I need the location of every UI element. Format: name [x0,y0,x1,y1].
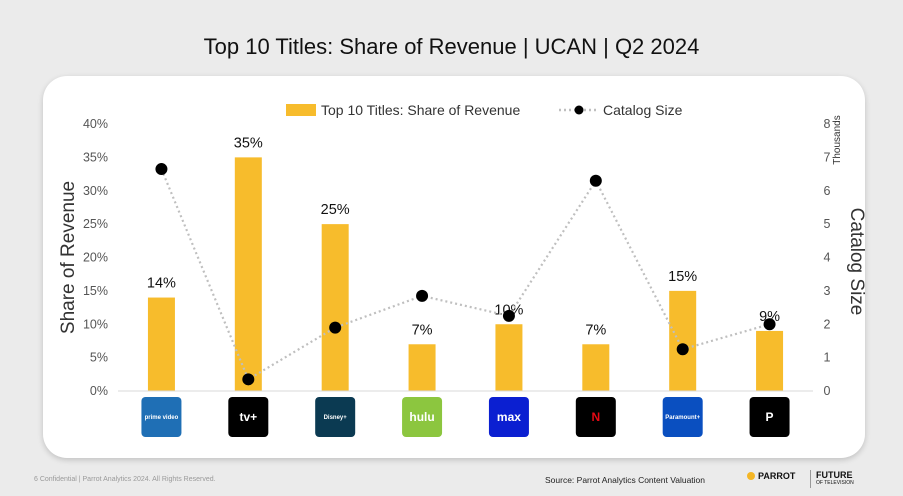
bar-6 [669,290,697,391]
peacock-logo [749,397,790,437]
x-category-label: Paramount+ [665,415,700,421]
y2-tick-label: 0 [824,384,831,398]
bar-data-label: 25% [321,202,350,218]
page-title: Top 10 Titles: Share of Revenue | UCAN |… [203,34,700,59]
catalog-point-3 [416,289,429,302]
bar-data-label: 14% [147,276,176,292]
legend-bar-label: Top 10 Titles: Share of Revenue [321,102,520,118]
x-category-label: prime video [145,415,179,421]
prime-video-logo [141,397,182,437]
y2-tick-label: 6 [824,184,831,198]
y-tick-label: 5% [90,351,108,365]
catalog-size-line [160,168,770,381]
x-category-label: hulu [409,410,434,424]
max-logo [488,397,529,437]
parrot-logo: PARROT [747,471,795,481]
future-of-television-logo: FUTURE OF TELEVISION [816,471,854,487]
legend-line-marker [574,105,584,115]
paramount-plus-logo [662,397,703,437]
netflix-logo [575,397,616,437]
x-category-label: tv+ [239,410,257,424]
catalog-point-1 [242,373,255,386]
y-tick-label: 15% [83,284,108,298]
bar-0 [147,297,175,391]
chart-card: 0% 5% 10% 15% 20% 25% 30% 35% 40% 0 1 2 3 4 5 6 7 8 Share … [43,76,865,458]
bar-2 [321,224,349,391]
bar-1 [234,157,262,391]
x-category-label: Disney+ [324,415,348,421]
y-tick-label: 30% [83,184,108,198]
bar-data-label: 7% [412,322,433,338]
y-axis-title: Share of Revenue [58,181,79,334]
catalog-point-6 [676,343,689,356]
y-tick-label: 35% [83,150,108,164]
bar-4 [495,324,523,391]
catalog-point-2 [329,321,342,334]
catalog-point-0 [155,163,168,176]
chart: 0% 5% 10% 15% 20% 25% 30% 35% 40% 0 1 2 3 4 5 6 7 8 Share … [58,102,865,437]
confidential-note: 6 Confidential | Parrot Analytics 2024. … [34,476,216,483]
future-logo-text: FUTURE [816,470,853,480]
y-tick-label: 25% [83,217,108,231]
y-tick-label: 40% [83,117,108,131]
y-tick-label: 10% [83,317,108,331]
y2-tick-label: 8 [824,117,831,131]
x-category-label: max [497,410,521,424]
y2-tick-label: 5 [824,217,831,231]
parrot-icon [747,472,755,480]
catalog-point-4 [502,309,515,322]
bar-7 [756,330,784,391]
future-logo-subtext: OF TELEVISION [816,480,854,486]
parrot-logo-text: PARROT [758,471,796,481]
bar-data-label: 9% [759,309,780,325]
apple-tv-logo [228,397,269,437]
x-category-label: N [591,410,600,424]
bar-3 [408,344,436,391]
y2-tick-label: 3 [824,284,831,298]
y2-axis-unit: Thousands [832,115,843,164]
legend-line-label: Catalog Size [603,102,683,118]
y-tick-label: 20% [83,251,108,265]
x-category-label: P [766,410,774,424]
y2-tick-label: 4 [824,251,831,265]
y2-axis-title: Catalog Size [846,208,865,316]
source-note: Source: Parrot Analytics Content Valuati… [545,475,706,485]
catalog-point-7 [763,318,776,331]
disney-plus-logo [315,397,356,437]
hulu-logo [402,397,443,437]
bar-data-label: 35% [234,135,263,151]
bar-5 [582,344,610,391]
y2-tick-label: 7 [824,150,831,164]
y2-tick-label: 1 [824,351,831,365]
y-tick-label: 0% [90,384,108,398]
bar-data-label: 7% [585,322,606,338]
catalog-point-5 [589,174,602,187]
y2-tick-label: 2 [824,317,831,331]
legend-bar-swatch [286,104,316,116]
bar-data-label: 15% [668,269,697,285]
brand-divider [810,470,811,488]
